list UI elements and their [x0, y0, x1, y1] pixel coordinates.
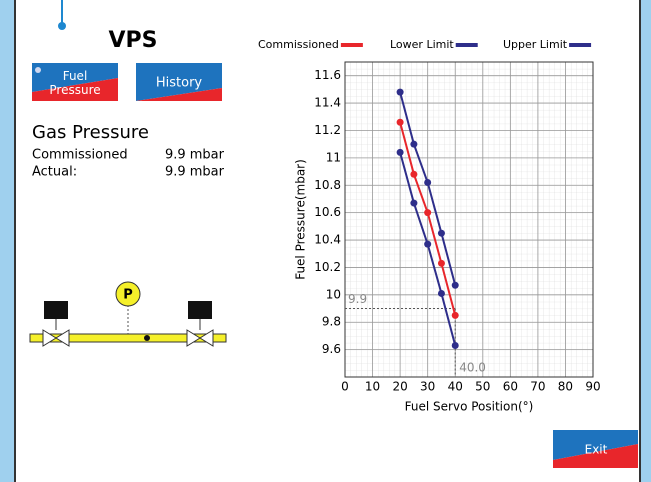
readout-label: Actual:	[32, 165, 77, 180]
data-point	[410, 170, 418, 178]
x-tick-label: 0	[341, 380, 349, 394]
y-tick-label: 10	[326, 287, 341, 301]
button-face	[136, 88, 222, 101]
exit-button[interactable]: Exit	[553, 430, 638, 468]
y-tick-label: 11.6	[314, 68, 341, 82]
y-tick-label: 9.6	[322, 342, 341, 356]
button-label: Fuel Pressure	[49, 69, 101, 97]
valve	[55, 329, 70, 347]
y-tick-label: 9.8	[322, 315, 341, 329]
y-tick-label: 10.4	[314, 233, 341, 247]
legend-swatch	[569, 43, 592, 47]
button-face	[553, 444, 638, 468]
data-point	[437, 259, 445, 267]
y-tick-label: 11	[326, 150, 341, 164]
data-point	[451, 342, 459, 349]
y-tick-label: 10.6	[314, 205, 341, 219]
button-label: Exit	[585, 443, 608, 457]
legend-label: Upper Limit	[503, 38, 568, 51]
plot-border	[344, 61, 594, 378]
legend-swatch	[340, 43, 363, 47]
annotation-label: 9.9	[348, 292, 367, 306]
data-point	[396, 148, 404, 156]
button-face	[32, 78, 118, 101]
readout-title: Gas Pressure	[32, 122, 149, 143]
x-tick-label: 20	[392, 380, 407, 394]
data-point	[451, 281, 459, 289]
gauge	[115, 281, 141, 307]
data-point	[396, 88, 404, 96]
data-point	[424, 209, 432, 217]
valve	[186, 329, 201, 347]
readout-value: 9.9 mbar	[165, 165, 225, 180]
indicator-dot	[58, 22, 66, 30]
x-tick-label: 40	[448, 380, 463, 394]
x-tick-label: 80	[558, 380, 573, 394]
minor-grid	[345, 62, 593, 377]
fuel-pressure-button[interactable]: Fuel Pressure	[32, 63, 118, 101]
data-point	[437, 229, 445, 237]
valve	[199, 329, 214, 347]
button-label-box: Fuel Pressure	[49, 69, 101, 97]
data-point	[410, 140, 418, 148]
valve-actuator	[44, 301, 68, 319]
annotation-label: 40.0	[459, 361, 486, 375]
y-tick-label: 11.2	[314, 123, 341, 137]
y-axis-label: Fuel Pressure(mbar)	[294, 159, 308, 280]
legend-label: Commissioned	[258, 38, 339, 51]
gauge-label: P	[123, 288, 133, 303]
readout-value: 9.9 mbar	[165, 148, 225, 163]
data-point	[424, 179, 432, 187]
button-dot	[35, 67, 41, 73]
pipe-diagram: P	[29, 281, 227, 347]
y-tick-label: 10.8	[314, 178, 341, 192]
x-axis-label: Fuel Servo Position(°)	[405, 400, 534, 414]
data-point	[424, 240, 432, 248]
pipe-node	[144, 335, 150, 341]
data-point	[437, 289, 445, 297]
chart: 9.6 9.8 10 10.2 10.4 10.6 10.8 11 11.2 11.4 11.6 0 1…	[258, 38, 601, 414]
readout-label: Commissioned	[32, 148, 128, 163]
legend-label: Lower Limit	[390, 38, 454, 51]
y-tick-label: 11.4	[314, 96, 341, 110]
button-face	[553, 430, 638, 460]
data-point	[396, 118, 404, 126]
x-tick-label: 70	[530, 380, 545, 394]
history-button[interactable]: History	[136, 63, 222, 101]
y-tick-label: 10.2	[314, 260, 341, 274]
button-face	[136, 63, 222, 101]
x-tick-label: 10	[365, 380, 380, 394]
valve-actuator	[188, 301, 212, 319]
x-tick-label: 50	[475, 380, 490, 394]
title: VPS	[109, 28, 158, 53]
button-face	[32, 63, 118, 92]
x-tick-label: 60	[503, 380, 518, 394]
data-point	[451, 311, 459, 319]
data-point	[410, 199, 418, 207]
valve	[42, 329, 57, 347]
button-label: History	[156, 76, 203, 91]
x-tick-label: 90	[585, 380, 600, 394]
x-tick-label: 30	[420, 380, 435, 394]
legend-swatch	[455, 43, 478, 47]
